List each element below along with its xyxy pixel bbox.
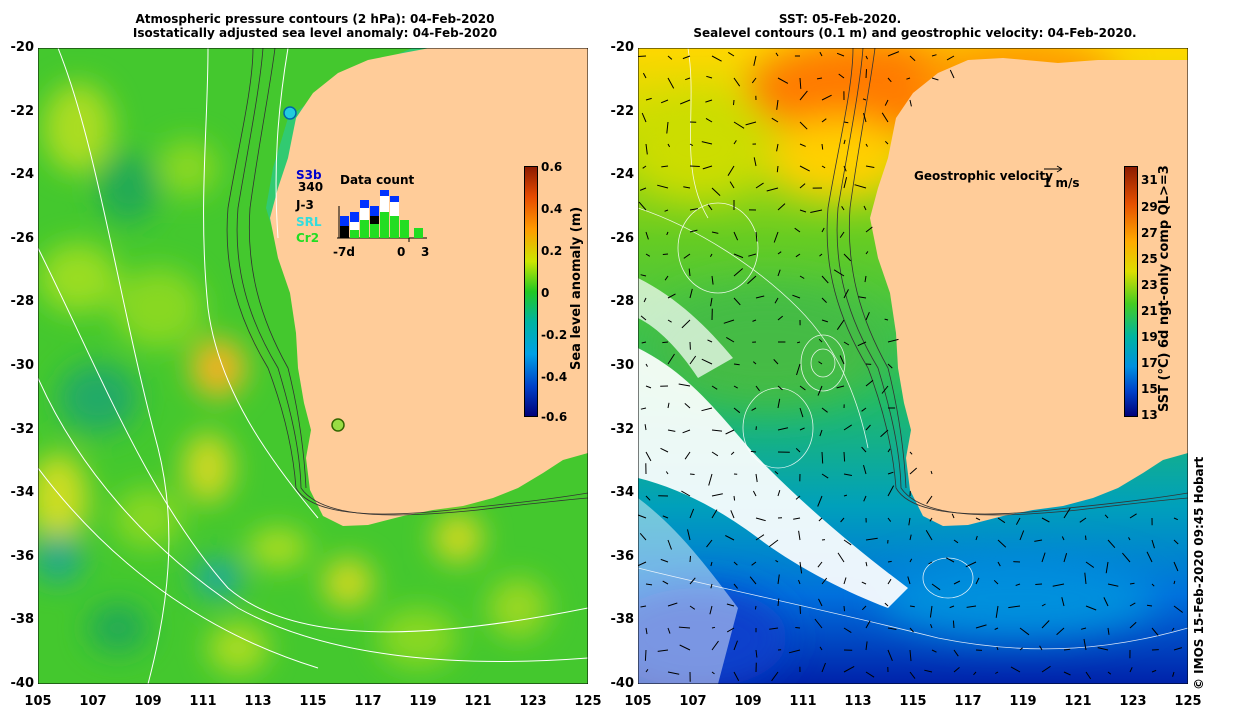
sst-cb-tick-1: 29 [1141, 200, 1158, 214]
right-lon-tick: 113 [844, 694, 872, 709]
left-title-line2: Isostatically adjusted sea level anomaly… [132, 26, 498, 40]
left-lon-tick: 105 [24, 694, 52, 709]
left-lon-tick: 107 [79, 694, 107, 709]
left-lat-tick: -20 [10, 40, 35, 55]
data-count-title: Data count [340, 173, 415, 187]
velocity-arrows [638, 51, 1183, 682]
sla-anomaly-blobs [38, 83, 548, 673]
sat-label-340: 340 [298, 180, 324, 194]
left-lon-tick: 113 [244, 694, 272, 709]
left-title-line1: Atmospheric pressure contours (2 hPa): 0… [135, 12, 495, 26]
sla-cb-label: Sea level anomaly (m) [569, 206, 584, 370]
right-lon-tick: 121 [1064, 694, 1092, 709]
right-lat-tick: -22 [610, 103, 635, 119]
sst-cb-tick-0: 31 [1141, 173, 1158, 187]
right-lat-tick: -38 [610, 612, 635, 628]
right-lat-tick: -40 [610, 676, 635, 691]
sla-cb-tick-4: -0.2 [541, 328, 568, 342]
right-lon-tick: 105 [624, 694, 652, 709]
right-lon-tick: 115 [899, 694, 927, 709]
left-lat-tick: -40 [10, 676, 35, 691]
left-lat-tick: -24 [10, 167, 35, 183]
sst-cb-tick-5: 21 [1141, 304, 1158, 318]
left-lat-tick: -28 [10, 294, 35, 310]
australia-land-right [870, 58, 1188, 526]
sst-cb-tick-3: 25 [1141, 252, 1158, 266]
left-lon-tick: 119 [409, 694, 437, 709]
left-lat-tick: -38 [10, 612, 35, 628]
right-lon-tick: 125 [1174, 694, 1202, 709]
sat-label-cr2: Cr2 [296, 231, 320, 245]
right-lat-tick: -24 [610, 167, 635, 183]
tide-gauge-marker-north[interactable] [283, 106, 297, 120]
sla-cb-tick-3: 0 [541, 286, 550, 300]
imos-credit: © IMOS 15-Feb-2020 09:45 Hobart [1192, 456, 1206, 690]
left-lat-tick: -26 [10, 230, 35, 246]
data-count-xlabel-zero: 0 [397, 245, 406, 259]
right-lat-tick: -34 [610, 485, 635, 501]
sla-cb-tick-0: 0.6 [541, 160, 563, 174]
velocity-legend-arrow [1044, 165, 1063, 173]
left-lat-tick: -34 [10, 485, 35, 501]
left-lon-tick: 115 [299, 694, 327, 709]
tide-gauge-marker-south[interactable] [331, 418, 345, 432]
data-count-xlabel-start: -7d [333, 245, 355, 259]
left-lon-tick: 109 [134, 694, 162, 709]
right-lat-tick: -32 [610, 421, 635, 437]
sat-label-j3: J-3 [296, 198, 314, 212]
sst-cb-tick-6: 19 [1141, 330, 1158, 344]
sat-label-srl: SRL [296, 215, 322, 229]
sst-cb-tick-9: 13 [1141, 408, 1158, 422]
bathymetry-contours [226, 48, 588, 516]
right-lon-tick: 109 [734, 694, 762, 709]
sealevel-contours [638, 48, 1188, 650]
right-lat-tick: -30 [610, 358, 635, 373]
data-count-inset [337, 190, 427, 242]
sla-colorbar [524, 166, 538, 417]
left-lon-tick: 123 [519, 694, 547, 709]
left-map [38, 48, 588, 684]
right-map [638, 48, 1188, 684]
right-lat-tick: -28 [610, 294, 635, 310]
left-lat-tick: -36 [10, 548, 35, 564]
sla-cb-tick-5: -0.4 [541, 370, 568, 384]
left-lon-tick: 111 [189, 694, 217, 709]
left-lon-tick: 125 [574, 694, 602, 709]
right-lat-tick: -36 [610, 548, 635, 564]
right-lon-tick: 119 [1009, 694, 1037, 709]
velocity-legend-label: Geostrophic velocity [914, 169, 1053, 183]
australia-land-left [270, 48, 588, 526]
right-title-line1: SST: 05-Feb-2020. [778, 12, 902, 26]
sst-cb-tick-8: 15 [1141, 382, 1158, 396]
pressure-contours [38, 48, 588, 684]
cloud-mask [638, 348, 908, 608]
sla-cb-tick-6: -0.6 [541, 410, 568, 424]
data-count-xlabel-end: 3 [421, 245, 430, 259]
sat-label-s3b: S3b [296, 168, 322, 182]
sst-colorbar [1124, 166, 1138, 417]
right-lon-tick: 123 [1119, 694, 1147, 709]
right-lon-tick: 117 [954, 694, 982, 709]
data-count-bars [340, 190, 423, 238]
sla-cb-tick-2: 0.2 [541, 244, 563, 258]
right-title-line2: Sealevel contours (0.1 m) and geostrophi… [693, 26, 1137, 40]
left-lat-tick: -30 [10, 358, 35, 373]
sst-cb-tick-7: 17 [1141, 356, 1158, 370]
sla-cb-tick-1: 0.4 [541, 202, 563, 216]
sst-cb-tick-2: 27 [1141, 226, 1158, 240]
sst-cb-label: SST (°C) 6d ngt-only comp QL>=3 [1157, 165, 1172, 412]
right-lat-tick: -26 [610, 230, 635, 246]
right-lat-tick: -20 [610, 40, 635, 55]
left-lat-tick: -32 [10, 421, 35, 437]
left-lon-tick: 121 [464, 694, 492, 709]
velocity-legend-scale: 1 m/s [1043, 176, 1080, 190]
right-lon-tick: 107 [679, 694, 707, 709]
left-lat-tick: -22 [10, 103, 35, 119]
left-lon-tick: 117 [354, 694, 382, 709]
sst-cb-tick-4: 23 [1141, 278, 1158, 292]
right-lon-tick: 111 [789, 694, 817, 709]
bathymetry-contours-right [826, 48, 1188, 516]
